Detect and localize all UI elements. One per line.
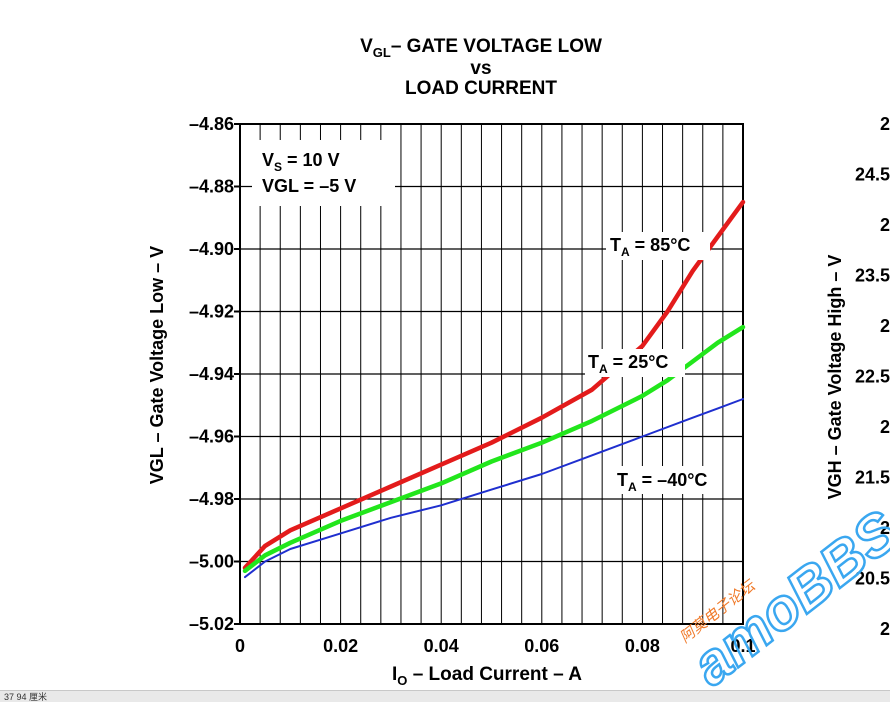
series-label-bg-m40 (614, 466, 722, 494)
y-tick-label: –4.98 (189, 489, 234, 509)
x-axis-label: IO – Load Current – A (392, 664, 582, 688)
y-tick-labels: –4.86 –4.88 –4.90 –4.92 –4.94 –4.96 –4.98 –5.00… (189, 114, 240, 634)
right-y-tick-label: 20.5 (855, 569, 890, 589)
right-y-tick-label: 2 (880, 619, 890, 639)
y-tick-label: –4.86 (189, 114, 234, 134)
series-label-bg-85 (606, 232, 710, 260)
y-tick-label: –5.02 (189, 614, 234, 634)
right-y-tick-label: 21.5 (855, 468, 890, 488)
series-group (242, 199, 746, 579)
series-label-m40: TA = –40°C (617, 470, 707, 494)
condition-vs: VS = 10 V (262, 150, 340, 174)
y-tick-label: –4.92 (189, 302, 234, 322)
chart-title-line2: vs (470, 58, 491, 79)
chart-title: VGL– GATE VOLTAGE LOW (360, 36, 602, 60)
watermark: amoBBS 阿莫电子论坛 (676, 497, 890, 690)
x-tick-label: 0 (235, 636, 245, 656)
y-tick-label: –4.90 (189, 239, 234, 259)
series-line (244, 398, 744, 579)
x-tick-label: 0.06 (524, 636, 559, 656)
status-bar-text: 37 94 厘米 (4, 692, 48, 702)
right-y-tick-label: 2 (880, 114, 890, 134)
right-y-tick-label: 2 (880, 215, 890, 235)
chart-title-line3: LOAD CURRENT (405, 78, 557, 99)
conditions-box (252, 140, 395, 206)
series-label-bg-25 (585, 349, 685, 377)
right-y-tick-label: 2 (880, 316, 890, 336)
condition-vgl: VGL = –5 V (262, 176, 356, 196)
right-y-tick-label: 23.5 (855, 266, 890, 286)
y-tick-label: –4.94 (189, 364, 234, 384)
x-tick-label: 0.1 (730, 636, 755, 656)
series-line (242, 324, 746, 574)
series-label-85: TA = 85°C (610, 235, 690, 259)
right-y-tick-label: 2 (880, 518, 890, 538)
watermark-text: amoBBS (680, 498, 890, 690)
x-tick-label: 0.02 (323, 636, 358, 656)
right-y-tick-label: 2 (880, 417, 890, 437)
x-tick-label: 0.04 (424, 636, 459, 656)
x-tick-labels: 0 0.02 0.04 0.06 0.08 0.1 (235, 636, 756, 656)
y-axis-label: VGL – Gate Voltage Low – V (147, 246, 167, 484)
series-line (242, 199, 746, 571)
grid-lines (240, 124, 743, 624)
y-tick-label: –4.88 (189, 177, 234, 197)
status-bar: 37 94 厘米 (0, 690, 890, 702)
y-tick-label: –4.96 (189, 427, 234, 447)
right-y-axis-label: VGH – Gate Voltage High – V (825, 255, 845, 500)
series-label-25: TA = 25°C (588, 352, 668, 376)
right-y-tick-labels: 2 24.5 2 23.5 2 22.5 2 21.5 2 20.5 2 (855, 114, 890, 639)
right-y-tick-label: 24.5 (855, 165, 890, 185)
x-tick-label: 0.08 (625, 636, 660, 656)
right-y-tick-label: 22.5 (855, 367, 890, 387)
y-tick-label: –5.00 (189, 552, 234, 572)
